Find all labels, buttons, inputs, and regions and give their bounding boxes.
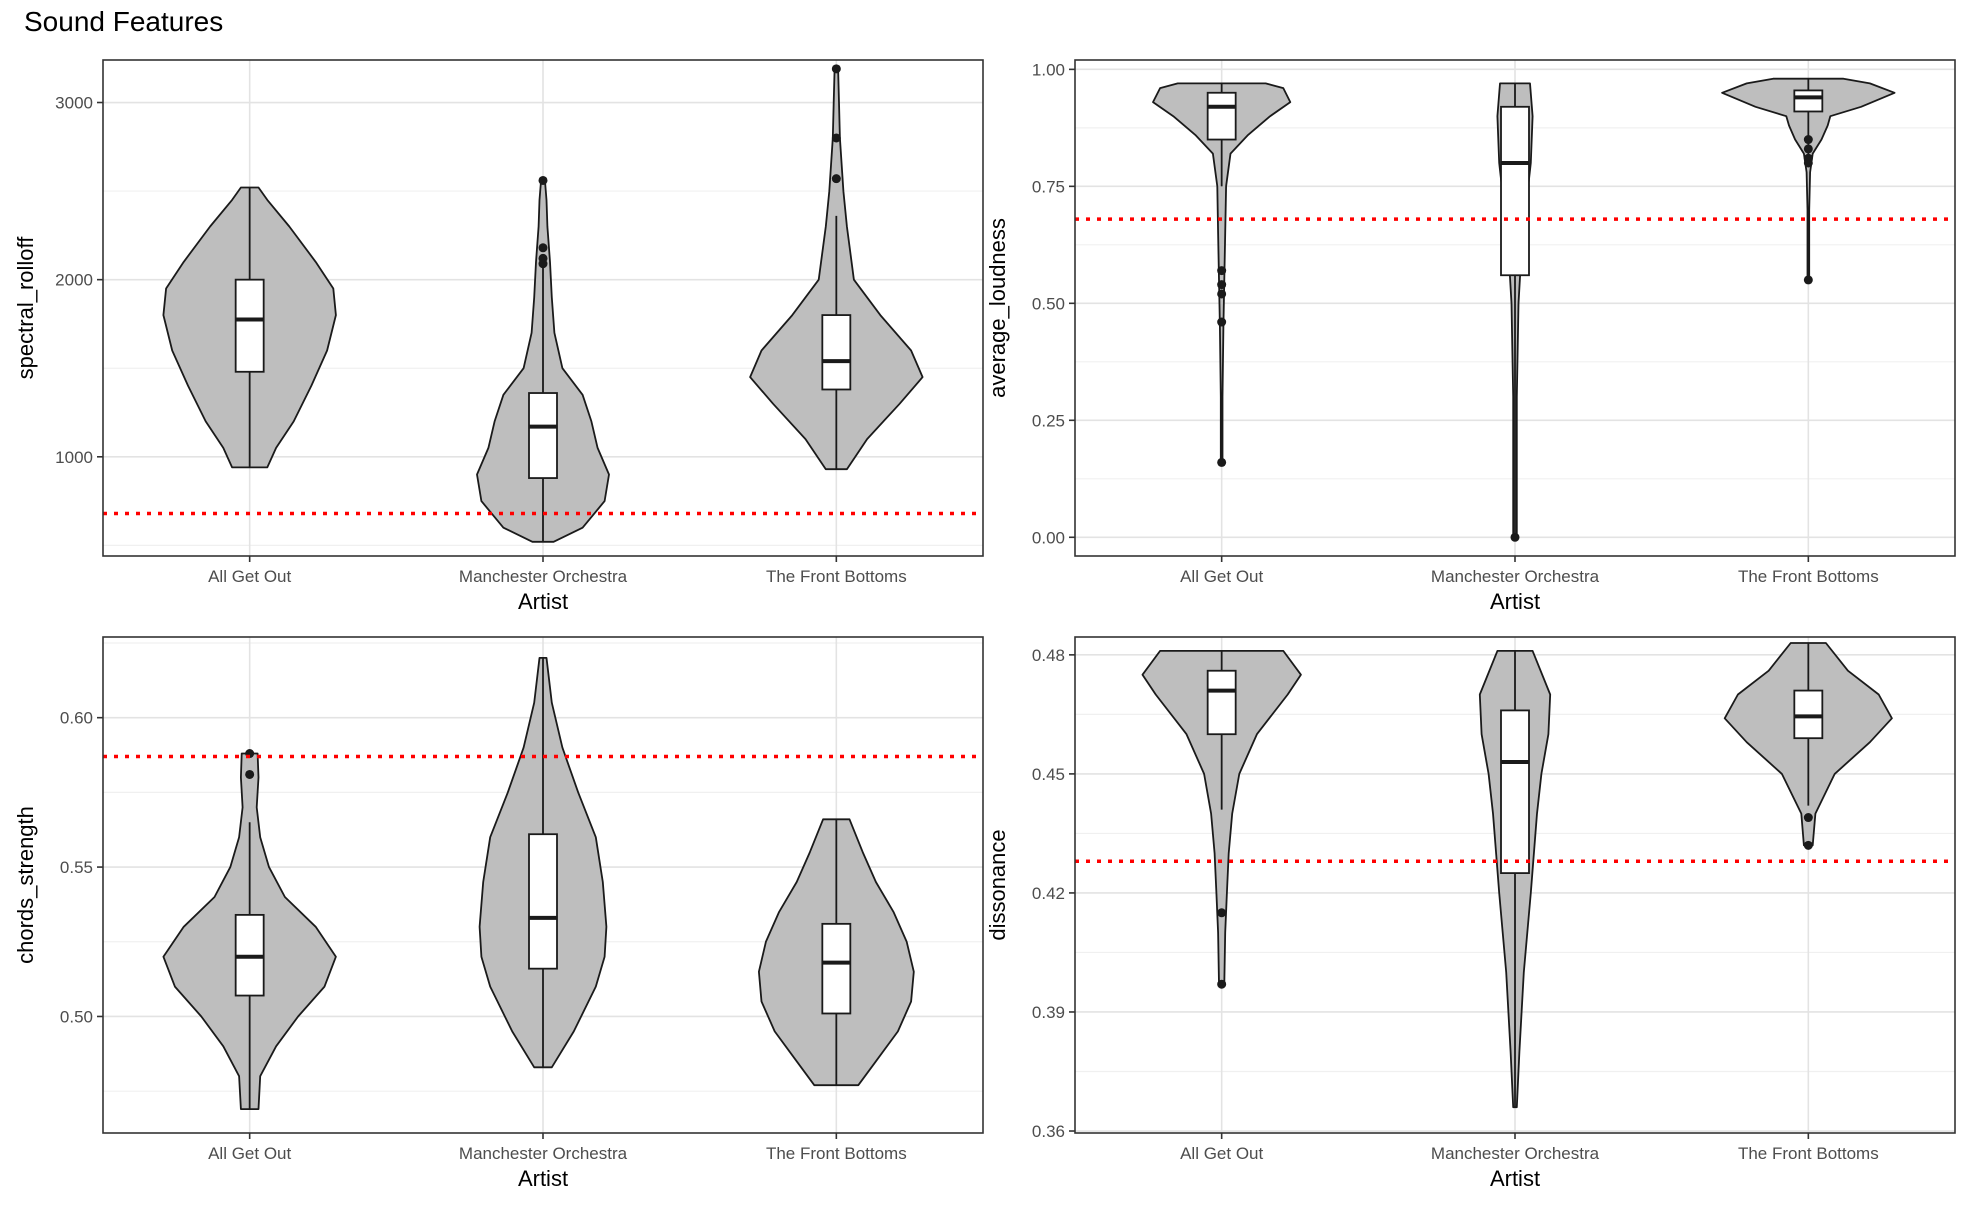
y-axis-title: average_loudness	[985, 218, 1010, 398]
y-tick-label: 1.00	[1032, 60, 1065, 79]
panel-average_loudness: 0.00 0.25 0.50 0.75 1.00 All Get Out Mancheste…	[985, 59, 1956, 614]
outlier-point	[1217, 457, 1227, 467]
x-tick-label: Manchester Orchestra	[1431, 1144, 1600, 1163]
x-axis-title: Artist	[1490, 589, 1540, 614]
boxplot-box	[1206, 91, 1237, 141]
outlier-point	[1217, 317, 1227, 327]
outlier-point	[831, 64, 841, 74]
y-axis-title: dissonance	[985, 829, 1010, 940]
y-tick-label: 1000	[55, 448, 93, 467]
outlier-point	[1217, 908, 1227, 918]
x-tick-label: Manchester Orchestra	[459, 567, 628, 586]
outlier-point	[538, 243, 548, 253]
boxplot-box	[1500, 709, 1530, 874]
x-tick-label: All Get Out	[208, 1144, 291, 1163]
outlier-point	[1217, 280, 1227, 290]
y-tick-label: 2000	[55, 271, 93, 290]
outlier-point	[1803, 144, 1813, 154]
figure-title: Sound Features	[24, 6, 224, 37]
outlier-point	[1803, 813, 1813, 823]
panel-dissonance: 0.36 0.39 0.42 0.45 0.48 All Get Out Mancheste…	[985, 636, 1956, 1191]
y-tick-label: 0.25	[1032, 411, 1065, 430]
y-tick-label: 0.55	[60, 858, 93, 877]
outlier-point	[538, 175, 548, 185]
x-tick-label: All Get Out	[208, 567, 291, 586]
x-tick-label: All Get Out	[1180, 1144, 1263, 1163]
y-tick-label: 3000	[55, 94, 93, 113]
x-axis-title: Artist	[518, 1166, 568, 1191]
outlier-point	[1217, 979, 1227, 989]
boxplot-box	[821, 314, 852, 391]
boxplot-box	[1500, 105, 1530, 277]
y-tick-label: 0.50	[1032, 294, 1065, 313]
x-tick-label: Manchester Orchestra	[1431, 567, 1600, 586]
x-tick-label: The Front Bottoms	[1738, 567, 1879, 586]
outlier-point	[1217, 266, 1227, 276]
outlier-point	[831, 174, 841, 184]
outlier-point	[1803, 840, 1813, 850]
outlier-point	[538, 259, 548, 269]
boxplot-box	[821, 922, 852, 1015]
x-tick-label: All Get Out	[1180, 567, 1263, 586]
y-tick-label: 0.45	[1032, 765, 1065, 784]
outlier-point	[1803, 135, 1813, 145]
boxplot-box	[528, 392, 558, 479]
panel-chords_strength: 0.50 0.55 0.60 All Get Out Manchester Orches…	[13, 636, 984, 1191]
y-axis-title: spectral_rolloff	[13, 236, 38, 380]
boxplot-box	[528, 833, 558, 970]
x-tick-label: The Front Bottoms	[1738, 1144, 1879, 1163]
y-tick-label: 0.50	[60, 1007, 93, 1026]
y-tick-label: 0.48	[1032, 646, 1065, 665]
boxplot-box	[1206, 669, 1237, 736]
panel-spectral_rolloff: 1000 2000 3000 All Get Out Manchester Orches…	[13, 59, 984, 614]
violin-All Get Out	[1141, 650, 1302, 986]
boxplot-box	[1793, 89, 1824, 113]
y-tick-label: 0.00	[1032, 528, 1065, 547]
x-tick-label: The Front Bottoms	[766, 567, 907, 586]
outlier-point	[1803, 275, 1813, 285]
y-axis-title: chords_strength	[13, 806, 38, 964]
x-axis-title: Artist	[1490, 1166, 1540, 1191]
y-tick-label: 0.75	[1032, 177, 1065, 196]
x-tick-label: Manchester Orchestra	[459, 1144, 628, 1163]
x-axis-title: Artist	[518, 589, 568, 614]
outlier-point	[245, 769, 255, 779]
y-tick-label: 0.36	[1032, 1122, 1065, 1141]
y-tick-label: 0.39	[1032, 1003, 1065, 1022]
outlier-point	[1217, 289, 1227, 299]
y-tick-label: 0.42	[1032, 884, 1065, 903]
y-tick-label: 0.60	[60, 709, 93, 728]
outlier-point	[1510, 532, 1520, 542]
outlier-point	[831, 133, 841, 143]
outlier-point	[1803, 158, 1813, 168]
x-tick-label: The Front Bottoms	[766, 1144, 907, 1163]
boxplot-box	[234, 278, 265, 373]
